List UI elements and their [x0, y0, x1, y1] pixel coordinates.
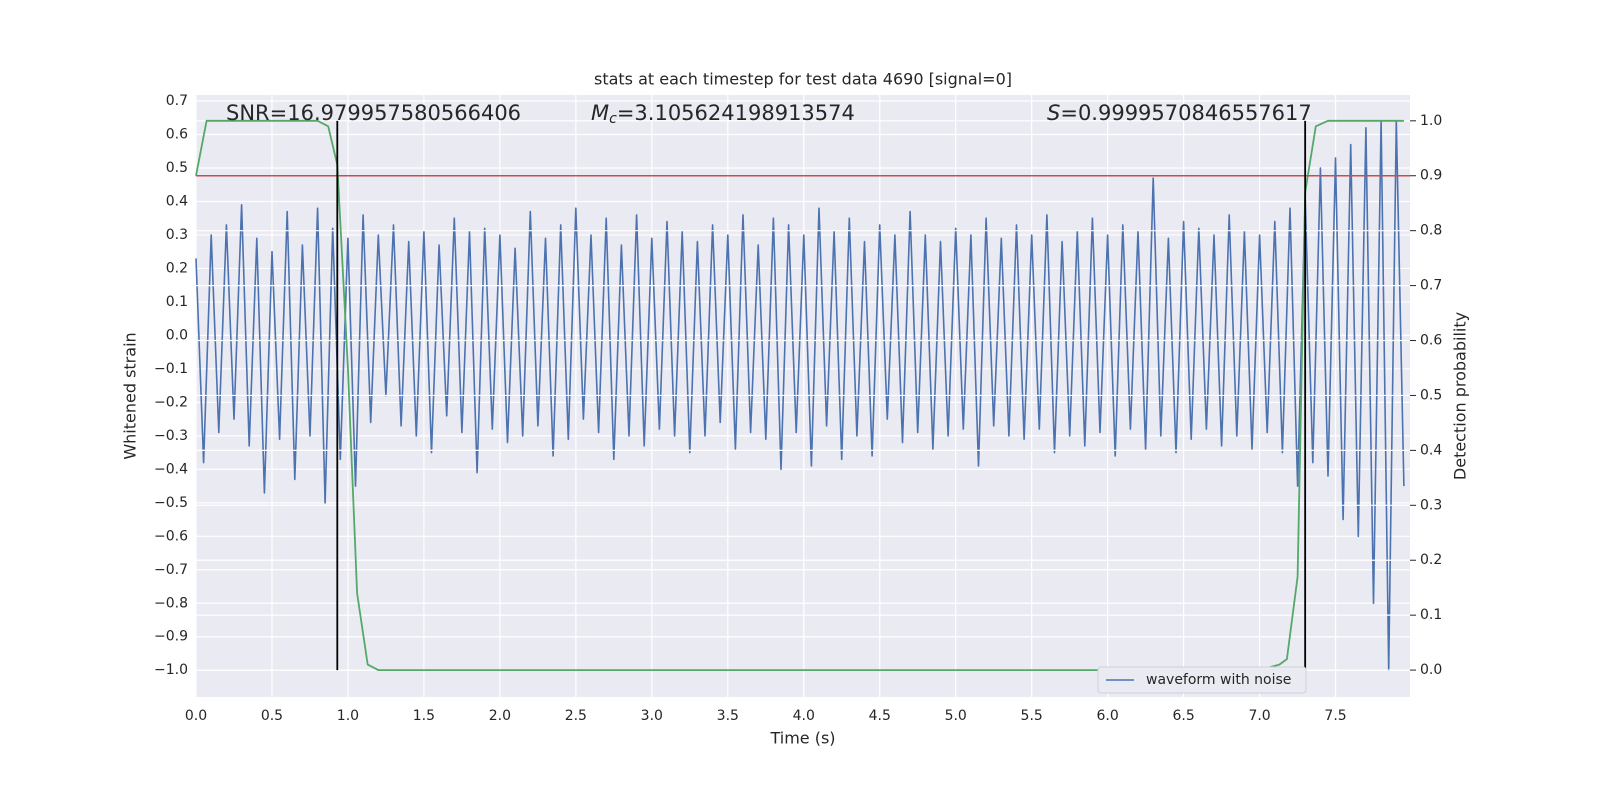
- legend-label: waveform with noise: [1146, 672, 1291, 688]
- y-tick-label: −0.1: [154, 361, 188, 377]
- y-tick-label: 0.1: [166, 294, 188, 310]
- annotation: SNR=16.979957580566406: [226, 101, 521, 125]
- waveform-line: [195, 120, 1405, 672]
- legend: waveform with noise: [1097, 666, 1307, 694]
- y2-tick-label: 0.0: [1420, 662, 1442, 678]
- annotation: S=0.9999570846557617: [1047, 101, 1312, 125]
- y2-tick-label: 0.7: [1420, 278, 1442, 294]
- y-tick-label: −0.2: [154, 394, 188, 410]
- x-tick-label: 6.5: [1172, 708, 1194, 724]
- x-tick-label: 1.5: [413, 708, 435, 724]
- y-tick-label: −0.5: [154, 495, 188, 511]
- x-tick-label: 3.5: [717, 708, 739, 724]
- y-tick-label: −0.3: [154, 428, 188, 444]
- y2-tick-label: 0.2: [1420, 552, 1442, 568]
- annotation-text: SNR=16.979957580566406: [226, 101, 521, 125]
- y-tick-label: 0.7: [166, 93, 188, 109]
- y-tick-label: −0.7: [154, 562, 188, 578]
- y-axis-label: Whitened strain: [121, 332, 140, 459]
- y-tick-label: 0.5: [166, 160, 188, 176]
- x-tick-label: 7.0: [1248, 708, 1270, 724]
- chart-title: stats at each timestep for test data 469…: [594, 70, 1012, 89]
- annotation-subscript: c: [609, 111, 617, 127]
- y-tick-label: −0.9: [154, 629, 188, 645]
- x-tick-label: 5.0: [945, 708, 967, 724]
- y-tick-label: −1.0: [154, 662, 188, 678]
- annotation: Mc=3.105624198913574: [591, 101, 855, 127]
- x-tick-label: 6.0: [1097, 708, 1119, 724]
- x-tick-label: 7.5: [1324, 708, 1346, 724]
- annotation-symbol: M: [591, 101, 609, 125]
- y2-tick-label: 0.6: [1420, 333, 1442, 349]
- y2-axis-label: Detection probability: [1451, 312, 1470, 480]
- legend-box: [1097, 666, 1307, 694]
- annotation-symbol: S: [1047, 101, 1060, 125]
- x-tick-label: 1.0: [337, 708, 359, 724]
- probability-line: [195, 119, 1404, 671]
- x-tick-label: 3.0: [641, 708, 663, 724]
- y-tick-label: 0.6: [166, 127, 188, 143]
- y-tick-label: 0.4: [166, 193, 188, 209]
- x-tick-label: 5.5: [1021, 708, 1043, 724]
- x-tick-label: 0.0: [185, 708, 207, 724]
- y2-tick-label: 0.1: [1420, 607, 1442, 623]
- y-tick-label: 0.2: [166, 260, 188, 276]
- y-tick-label: 0.3: [166, 227, 188, 243]
- y-tick-label: 0.0: [166, 327, 188, 343]
- x-tick-label: 0.5: [261, 708, 283, 724]
- y-tick-label: −0.6: [154, 528, 188, 544]
- x-tick-label: 4.0: [793, 708, 815, 724]
- y2-tick-label: 0.3: [1420, 497, 1442, 513]
- y2-tick-label: 1.0: [1420, 113, 1442, 129]
- y2-tick-label: 0.5: [1420, 387, 1442, 403]
- x-tick-label: 2.0: [489, 708, 511, 724]
- annotation-text: =0.9999570846557617: [1060, 101, 1311, 125]
- annotation-text: =3.105624198913574: [617, 101, 855, 125]
- x-tick-label: 2.5: [565, 708, 587, 724]
- y2-tick-label: 0.9: [1420, 168, 1442, 184]
- x-tick-label: 4.5: [869, 708, 891, 724]
- y-tick-label: −0.4: [154, 461, 188, 477]
- y2-tick-label: 0.4: [1420, 442, 1442, 458]
- y-tick-label: −0.8: [154, 595, 188, 611]
- y2-tick-label: 0.8: [1420, 223, 1442, 239]
- x-axis-label: Time (s): [769, 729, 835, 748]
